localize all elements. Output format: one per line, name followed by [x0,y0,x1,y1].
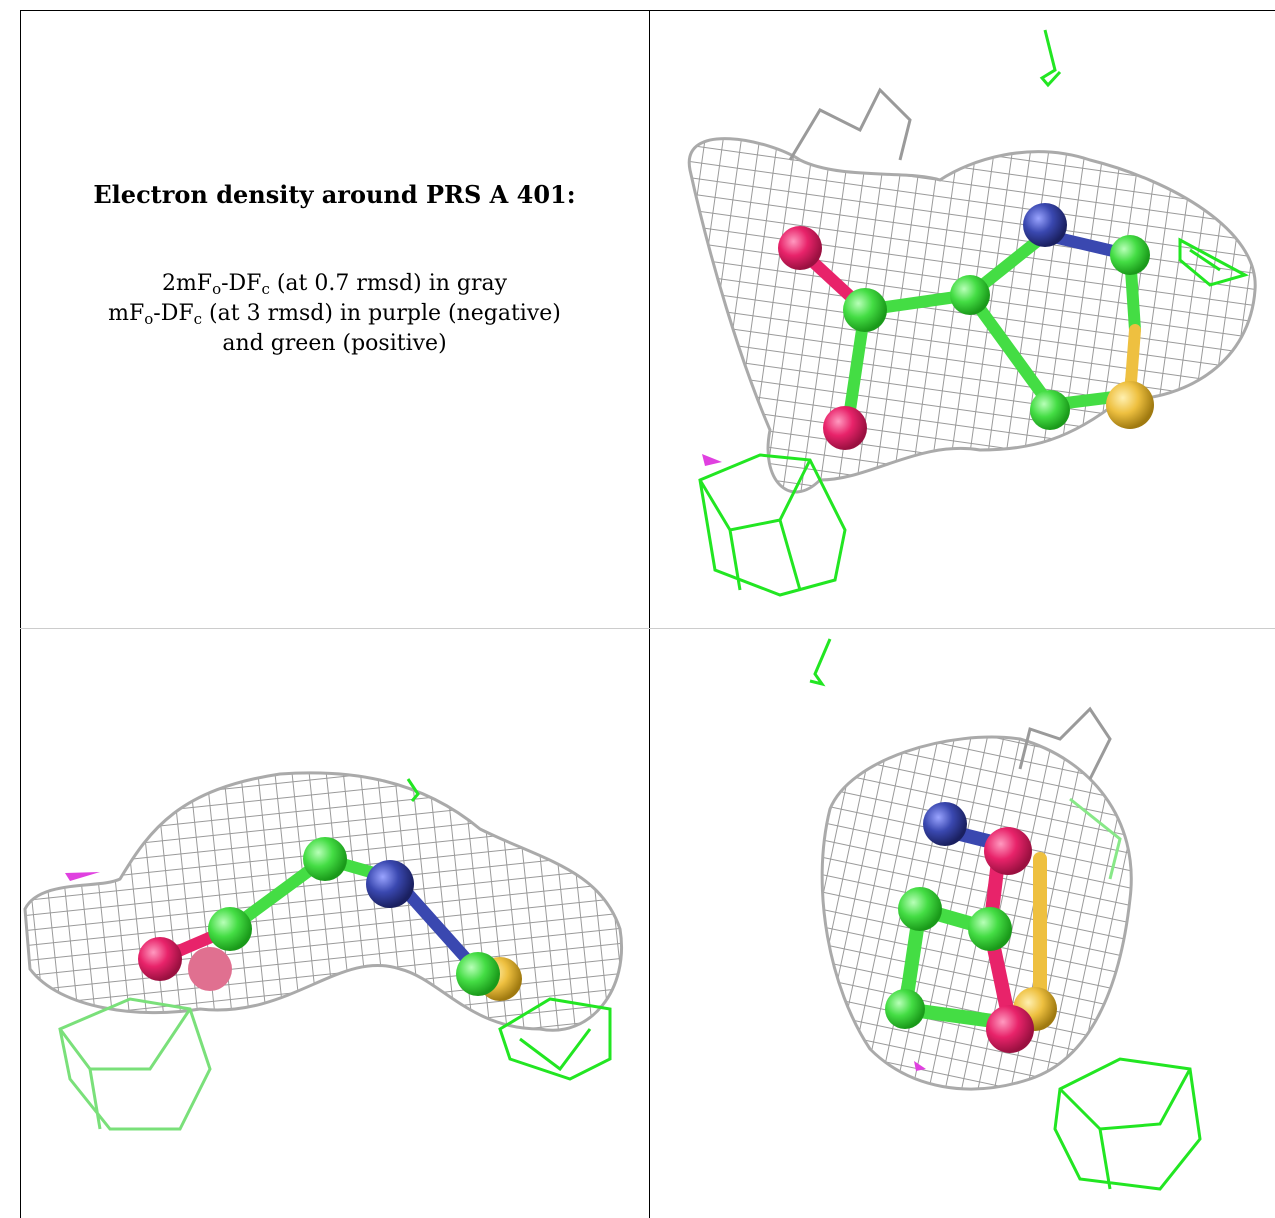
oxygen-atom [986,1005,1034,1053]
caption-line-diff: mFo-DFc (at 3 rmsd) in purple (negative) [108,301,561,328]
oxygen-atom [984,827,1032,875]
oxygen-atom [138,937,182,981]
carbon-atom [885,989,925,1029]
negative-difference-density [65,872,100,881]
caption-line-green: and green (positive) [222,331,447,356]
positive-difference-density [1069,797,1122,880]
density-view-2 [20,629,649,1218]
table-divider-horizontal [20,628,1275,629]
carbon-atom [1110,235,1150,275]
carbon-atom [208,907,252,951]
table-divider-vertical [649,10,650,1218]
nitrogen-atom [923,802,967,846]
negative-difference-density [914,1061,926,1071]
negative-difference-density [702,454,722,466]
gray-density-mesh [687,137,1257,494]
caption: Electron density around PRS A 401: 2mFo-… [20,180,649,359]
nitrogen-atom [366,860,414,908]
carbon-atom [1030,390,1070,430]
molecule-density-render [809,638,1202,1191]
positive-difference-density [1053,1057,1202,1191]
carbon-atom [843,288,887,332]
table-border-left [20,10,21,1218]
carbon-atom [898,887,942,931]
carbon-atom [303,837,347,881]
positive-difference-density [1039,29,1062,88]
carbon-atom [456,952,500,996]
nitrogen-atom [1023,203,1067,247]
table-border-top [20,10,1275,11]
caption-line-gray: 2mFo-DFc (at 0.7 rmsd) in gray [161,271,508,298]
caption-title: Electron density around PRS A 401: [93,180,576,209]
carbon-atom [950,275,990,315]
positive-difference-density [406,778,420,802]
positive-difference-density [58,997,212,1131]
positive-difference-density [809,638,832,687]
gray-density-mesh [23,771,623,1032]
positive-difference-density [498,997,612,1081]
caption-cell: Electron density around PRS A 401: 2mFo-… [20,10,649,628]
molecule-density-render [687,29,1257,597]
oxygen-atom [823,406,867,450]
oxygen-atom [778,226,822,270]
density-view-1 [650,10,1275,628]
density-view-3 [650,629,1275,1218]
carbon-atom [968,907,1012,951]
oxygen-atom [188,947,232,991]
positive-difference-density [1178,237,1249,287]
positive-difference-density [698,453,847,597]
sulfur-atom [1106,381,1154,429]
molecule-density-render [23,771,623,1131]
